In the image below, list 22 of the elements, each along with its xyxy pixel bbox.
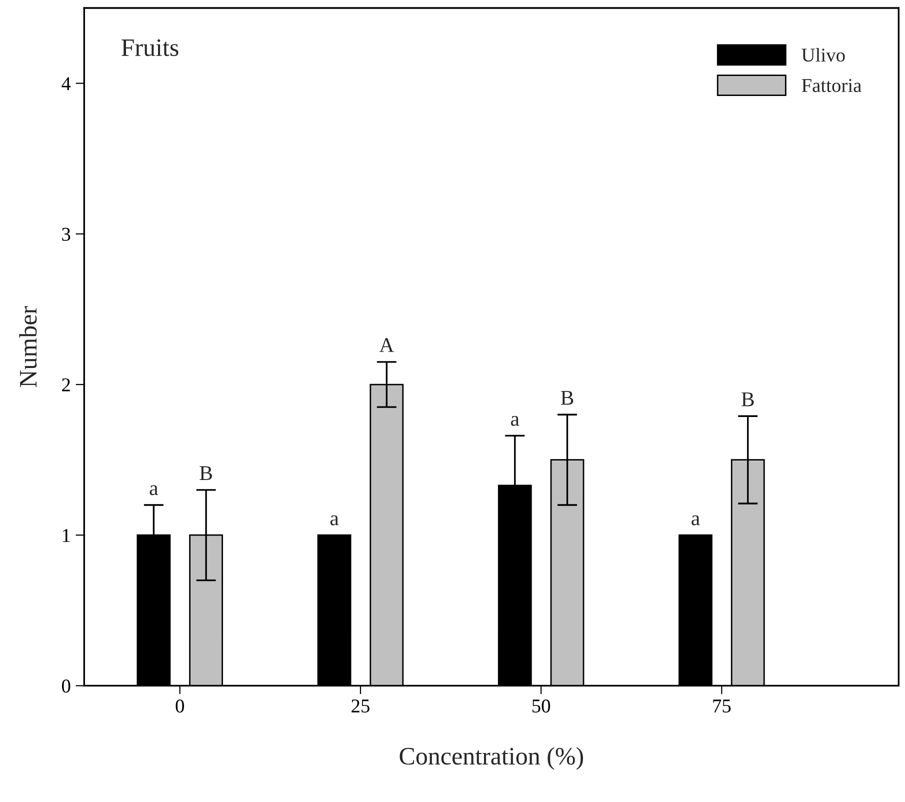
x-axis-title: Concentration (%) xyxy=(400,747,583,770)
y-tick-label: 2 xyxy=(62,378,70,392)
data-label: a xyxy=(150,485,158,496)
data-label: a xyxy=(511,416,520,426)
x-tick-label: 50 xyxy=(532,699,550,713)
text: Fruits xyxy=(122,39,178,56)
data-label: B xyxy=(560,391,574,405)
data-label: B xyxy=(200,466,212,480)
data-label: a xyxy=(692,515,700,526)
y-axis-title: Number xyxy=(19,306,37,388)
data-label: B xyxy=(742,392,754,406)
x-tick-label: 75 xyxy=(713,700,731,713)
data-label: A xyxy=(379,338,394,352)
y-tick-label: 3 xyxy=(62,228,70,241)
data-label: a xyxy=(330,515,339,526)
x-tick-label: 25 xyxy=(352,700,370,713)
y-tick-label: 1 xyxy=(62,529,70,542)
legend-label: Fattoria xyxy=(802,79,862,92)
y-tick-label: 4 xyxy=(62,77,71,90)
x-tick-label: 0 xyxy=(176,699,184,713)
y-tick-label: 0 xyxy=(62,680,70,693)
legend-label: Ulivo xyxy=(802,48,845,62)
